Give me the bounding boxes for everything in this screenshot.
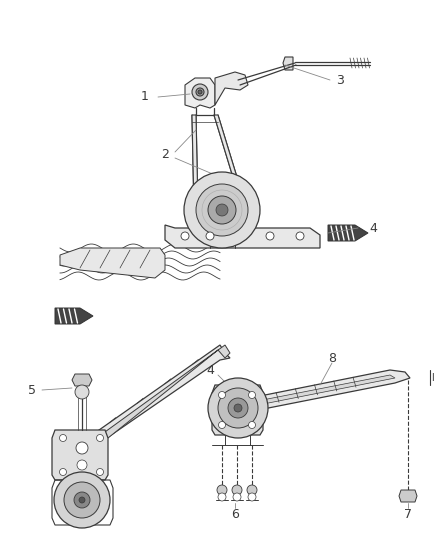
- Circle shape: [76, 442, 88, 454]
- Text: l: l: [431, 373, 434, 383]
- Text: 4: 4: [369, 222, 377, 235]
- Circle shape: [217, 485, 227, 495]
- Polygon shape: [52, 430, 108, 480]
- Circle shape: [208, 196, 236, 224]
- Polygon shape: [65, 345, 230, 460]
- Circle shape: [219, 422, 226, 429]
- Polygon shape: [60, 248, 165, 278]
- Text: 1: 1: [141, 91, 149, 103]
- Text: 8: 8: [328, 351, 336, 365]
- Text: 3: 3: [336, 74, 344, 86]
- Circle shape: [218, 388, 258, 428]
- Polygon shape: [232, 370, 410, 413]
- Circle shape: [216, 204, 228, 216]
- Circle shape: [77, 460, 87, 470]
- Polygon shape: [72, 374, 92, 386]
- Circle shape: [232, 485, 242, 495]
- Circle shape: [218, 493, 226, 501]
- Circle shape: [196, 88, 204, 96]
- Polygon shape: [215, 72, 248, 105]
- Circle shape: [96, 434, 103, 441]
- Polygon shape: [85, 345, 230, 452]
- Circle shape: [219, 392, 226, 399]
- Polygon shape: [55, 308, 93, 324]
- Circle shape: [181, 232, 189, 240]
- Polygon shape: [214, 115, 247, 210]
- Polygon shape: [242, 375, 395, 408]
- Circle shape: [296, 232, 304, 240]
- Polygon shape: [283, 57, 293, 70]
- Circle shape: [184, 172, 260, 248]
- Circle shape: [234, 404, 242, 412]
- Polygon shape: [185, 78, 215, 108]
- Circle shape: [64, 482, 100, 518]
- Polygon shape: [212, 385, 263, 435]
- Polygon shape: [399, 490, 417, 502]
- Circle shape: [233, 493, 241, 501]
- Circle shape: [192, 84, 208, 100]
- Circle shape: [54, 472, 110, 528]
- Text: 5: 5: [28, 384, 36, 397]
- Circle shape: [206, 232, 214, 240]
- Circle shape: [266, 232, 274, 240]
- Text: 7: 7: [404, 508, 412, 521]
- Circle shape: [248, 392, 255, 399]
- Circle shape: [74, 492, 90, 508]
- Text: 6: 6: [231, 508, 239, 521]
- Circle shape: [79, 497, 85, 503]
- Circle shape: [228, 398, 248, 418]
- Circle shape: [248, 422, 255, 429]
- Circle shape: [75, 385, 89, 399]
- Circle shape: [248, 493, 256, 501]
- Polygon shape: [165, 225, 320, 248]
- Text: 4: 4: [206, 364, 214, 376]
- Circle shape: [196, 184, 248, 236]
- Circle shape: [247, 485, 257, 495]
- Polygon shape: [328, 225, 368, 241]
- Circle shape: [60, 469, 67, 475]
- Circle shape: [96, 469, 103, 475]
- Circle shape: [60, 434, 67, 441]
- Circle shape: [198, 90, 202, 94]
- Circle shape: [208, 378, 268, 438]
- Polygon shape: [192, 115, 198, 210]
- Text: 2: 2: [161, 149, 169, 161]
